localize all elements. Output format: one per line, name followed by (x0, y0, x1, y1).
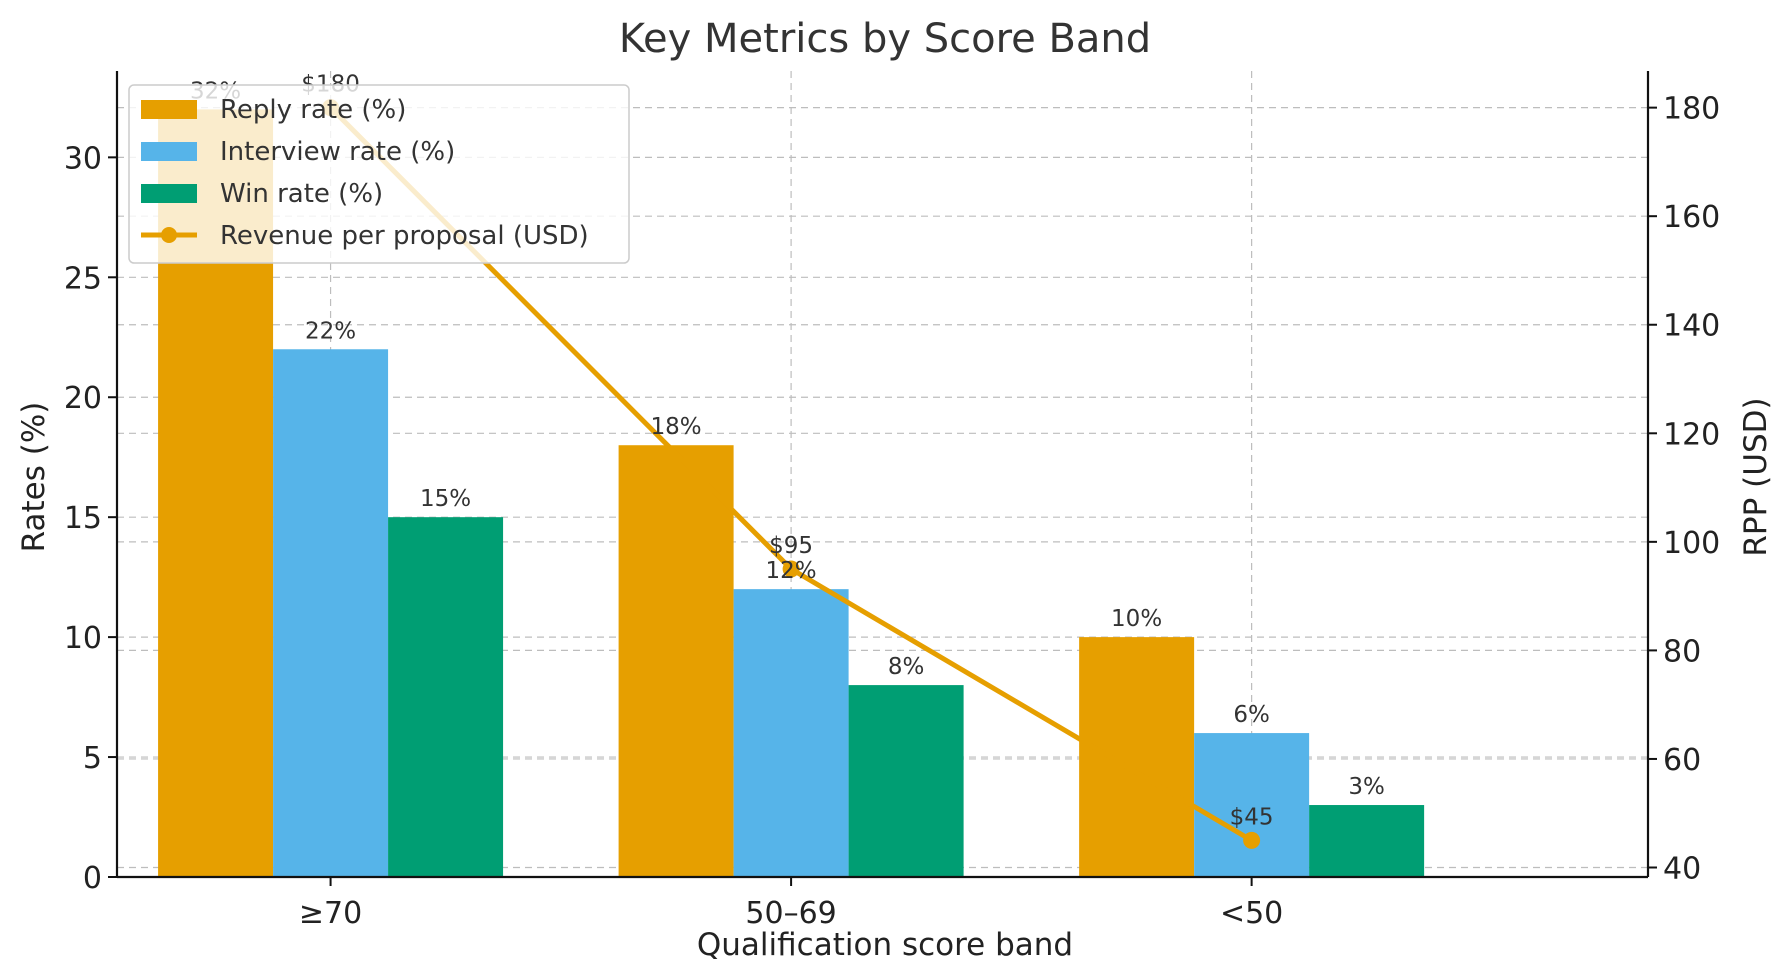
bar-value-label: 15% (420, 486, 471, 512)
legend-marker (161, 227, 177, 243)
y-tick-label: 25 (64, 261, 102, 296)
x-tick-label: ≥70 (299, 896, 362, 931)
bar-value-label: 8% (888, 654, 925, 680)
y-tick-label: 5 (83, 741, 102, 776)
bars (158, 109, 1425, 877)
y2-tick-label: 80 (1663, 634, 1701, 669)
legend-swatch (141, 142, 197, 161)
legend-swatch (141, 100, 197, 119)
revenue-point (1243, 831, 1261, 849)
revenue-value-label: $45 (1230, 804, 1274, 830)
legend-label: Interview rate (%) (220, 137, 455, 167)
bar-value-label: 10% (1111, 606, 1162, 632)
bar (733, 589, 849, 877)
bar (1194, 733, 1310, 877)
x-tick-label: 50–69 (745, 896, 836, 931)
y2-tick-label: 160 (1663, 200, 1720, 235)
legend-label: Reply rate (%) (220, 95, 406, 125)
x-tick-label: <50 (1220, 896, 1283, 931)
y2-tick-label: 120 (1663, 417, 1720, 452)
bar-value-label: 3% (1348, 774, 1385, 800)
revenue-point (782, 560, 800, 578)
bar (388, 517, 504, 877)
axes: 0 5 10 15 20 25 30 40 60 80 100 120 140 160 180 ≥70 50–6… (64, 71, 1720, 931)
bar (618, 445, 734, 877)
y-tick-label: 15 (64, 501, 102, 536)
x-axis-label: Qualification score band (697, 927, 1073, 963)
y2-tick-label: 60 (1663, 743, 1701, 778)
bar-value-label: 22% (305, 318, 356, 344)
y2-tick-label: 100 (1663, 526, 1720, 561)
bar (848, 685, 964, 877)
y2-tick-label: 180 (1663, 92, 1720, 127)
bar-value-label: 18% (651, 414, 702, 440)
bar (1309, 805, 1425, 877)
bar-value-label: 6% (1233, 702, 1270, 728)
legend: Reply rate (%) Interview rate (%) Win rate… (128, 84, 630, 264)
legend-label: Win rate (%) (220, 179, 383, 209)
bar-value-label: 12% (766, 558, 817, 584)
legend-swatch (141, 184, 197, 203)
y-axis-label: Rates (%) (16, 402, 52, 553)
revenue-value-label: $95 (769, 533, 813, 559)
y2-tick-label: 140 (1663, 309, 1720, 344)
y-tick-label: 10 (64, 621, 102, 656)
y-tick-label: 0 (83, 861, 102, 896)
y2-tick-label: 40 (1663, 852, 1701, 887)
chart-title: Key Metrics by Score Band (619, 16, 1151, 62)
legend-box (128, 84, 630, 264)
y2-axis-label: RPP (USD) (1738, 397, 1774, 556)
bar (273, 349, 389, 877)
bar (1079, 637, 1195, 877)
legend-label: Revenue per proposal (USD) (220, 221, 589, 251)
y-tick-label: 30 (64, 141, 102, 176)
y-tick-label: 20 (64, 381, 102, 416)
